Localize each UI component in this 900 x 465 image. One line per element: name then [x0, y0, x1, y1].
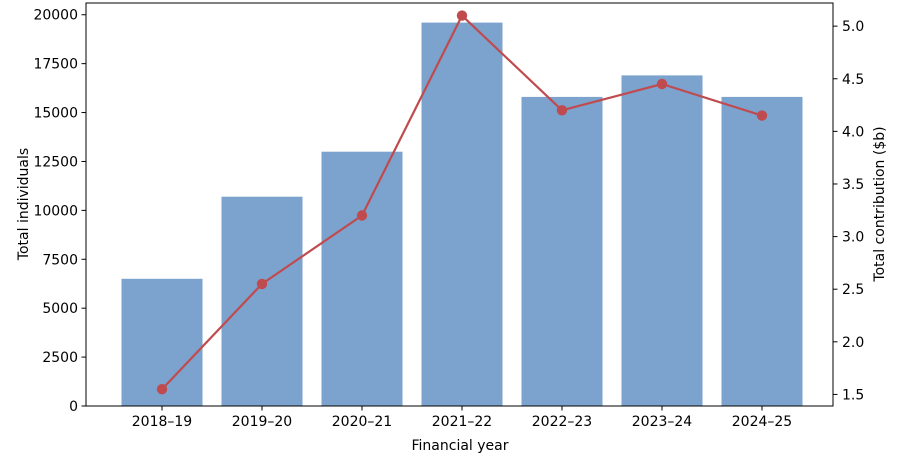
right-tick-label-3: 3.0 [842, 230, 864, 246]
right-tick-label-0: 1.5 [842, 387, 864, 403]
line-marker-2 [356, 210, 368, 221]
left-tick-label-3: 7500 [42, 252, 78, 268]
right-tick-label-7: 5.0 [842, 19, 864, 35]
right-tick-label-4: 3.5 [842, 177, 864, 193]
left-tick-label-5: 12500 [33, 154, 78, 170]
x-tick-label-2: 2020–21 [332, 414, 392, 430]
line-marker-0 [156, 384, 168, 395]
plot-border [85, 2, 834, 407]
line-marker-3 [456, 10, 468, 21]
right-tick-label-6: 4.5 [842, 72, 864, 88]
line-marker-4 [556, 105, 568, 116]
right-tick-label-5: 4.0 [842, 124, 864, 140]
x-axis-title: Financial year [411, 438, 509, 454]
x-tick-label-5: 2023–24 [632, 414, 693, 430]
left-tick-label-7: 17500 [33, 57, 78, 73]
left-y-axis-title: Total individuals [16, 147, 32, 261]
left-tick-label-8: 20000 [33, 8, 78, 24]
bar-4 [521, 96, 603, 407]
x-tick-label-6: 2024–25 [732, 414, 792, 430]
left-tick-label-4: 10000 [33, 203, 78, 219]
line-marker-1 [256, 278, 268, 290]
left-tick-label-0: 0 [69, 399, 78, 415]
left-tick-label-2: 5000 [42, 301, 78, 317]
left-tick-label-6: 15000 [33, 106, 78, 122]
x-tick-label-1: 2019–20 [232, 414, 292, 430]
x-tick-label-3: 2021–22 [432, 414, 492, 430]
right-tick-label-2: 2.5 [842, 282, 864, 298]
bar-6 [721, 96, 803, 407]
line-marker-5 [656, 78, 668, 90]
right-tick-label-1: 2.0 [842, 335, 864, 351]
left-tick-label-1: 2500 [42, 350, 78, 366]
right-y-axis-title: Total contribution ($b) [872, 126, 888, 282]
line-marker-6 [756, 110, 768, 121]
bar-5 [621, 75, 703, 407]
bar-2 [321, 151, 403, 406]
bar-3 [421, 22, 503, 406]
bar-1 [221, 196, 303, 406]
x-tick-label-0: 2018–19 [132, 414, 192, 430]
x-tick-label-4: 2022–23 [532, 414, 592, 430]
